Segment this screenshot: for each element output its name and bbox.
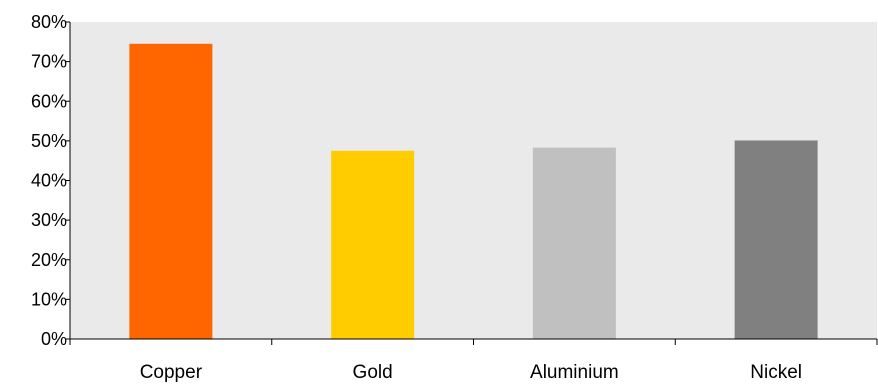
x-tick-label: Aluminium xyxy=(530,362,619,383)
y-tick-label: 70% xyxy=(31,52,67,72)
y-tick-label: 10% xyxy=(31,289,67,309)
bar-copper xyxy=(129,43,213,339)
y-tick-label: 0% xyxy=(41,329,67,349)
x-tick-label: Nickel xyxy=(750,362,802,383)
x-tick-label: Gold xyxy=(353,362,393,383)
y-tick-label: 60% xyxy=(31,91,67,111)
y-tick-label: 50% xyxy=(31,131,67,151)
y-tick-label: 40% xyxy=(31,171,67,191)
x-tick-label: Copper xyxy=(140,362,203,383)
y-axis: 0% 10% 20% 30% 40% 50% 60% 70% 80% xyxy=(31,12,71,349)
x-axis: Copper Gold Aluminium Nickel xyxy=(69,338,878,383)
y-tick-label: 30% xyxy=(31,210,67,230)
bar-gold xyxy=(331,150,415,339)
bar-nickel xyxy=(734,140,818,339)
bar-aluminium xyxy=(532,147,616,339)
y-tick-label: 20% xyxy=(31,250,67,270)
bars-group xyxy=(129,43,818,339)
y-tick-label: 80% xyxy=(31,12,67,32)
